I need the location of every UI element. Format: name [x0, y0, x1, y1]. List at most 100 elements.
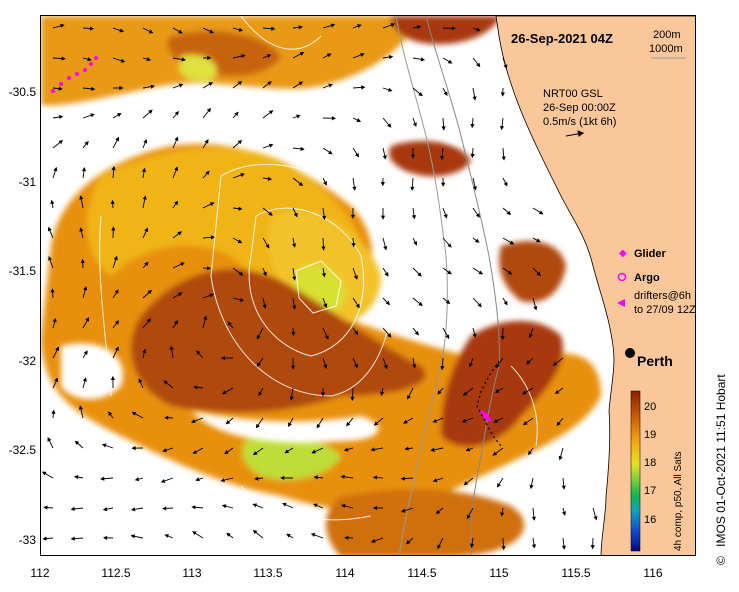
colorbar-gradient	[630, 390, 641, 552]
current-arrow-head	[353, 275, 358, 280]
current-arrow-head	[268, 211, 273, 216]
current-arrow-head	[160, 478, 166, 483]
current-arrow-head	[48, 255, 53, 261]
current-arrow-head	[73, 474, 79, 480]
current-arrow-head	[412, 122, 417, 128]
current-arrow-head	[326, 53, 332, 58]
current-arrow-head	[83, 350, 88, 355]
glider-track	[476, 360, 502, 447]
current-arrow-head	[190, 419, 196, 424]
current-arrow-head	[351, 242, 356, 248]
current-arrow-head	[47, 437, 52, 442]
current-arrow-head	[177, 292, 183, 297]
current-arrow-head	[533, 306, 538, 311]
current-arrow-head	[558, 455, 563, 461]
current-arrow-head	[271, 26, 276, 31]
current-arrow-head	[258, 391, 263, 397]
current-arrow-head	[344, 535, 349, 540]
current-arrow-head	[528, 333, 533, 339]
current-arrow-head	[536, 238, 541, 243]
current-arrow-head	[437, 544, 442, 550]
current-arrow-head	[284, 449, 290, 454]
current-arrow-head	[237, 81, 243, 86]
current-arrow-head	[324, 335, 329, 340]
current-arrow-head	[500, 336, 505, 341]
current-arrow-head	[403, 419, 408, 424]
current-arrow-head	[221, 390, 227, 395]
current-arrow-head	[193, 385, 198, 390]
current-arrow-head	[163, 380, 168, 385]
current-arrow-head	[380, 215, 386, 220]
current-arrow-head	[134, 477, 140, 482]
current-arrow-head	[441, 182, 446, 187]
cloud-gap	[440, 72, 521, 116]
current-arrow-head	[470, 543, 475, 548]
current-arrow-head	[340, 474, 345, 479]
current-arrow-head	[70, 506, 75, 511]
current-arrow-head	[268, 143, 274, 148]
current-arrow-head	[355, 303, 360, 309]
current-arrow-head	[58, 114, 64, 119]
current-arrow-head	[475, 213, 480, 218]
glider-path	[476, 360, 502, 447]
y-tick-label: -33	[18, 533, 36, 547]
current-arrow-head	[411, 215, 417, 220]
y-tick-label: -32.5	[8, 443, 36, 457]
y-tick-label: -31.5	[8, 264, 36, 278]
current-arrow-head	[561, 545, 566, 550]
current-arrow-head	[267, 81, 272, 86]
current-arrow-head	[142, 195, 147, 200]
current-arrow-head	[354, 363, 358, 369]
current-arrow-head	[370, 538, 376, 543]
current-arrow-head	[404, 446, 409, 451]
current-arrow-head	[313, 503, 318, 508]
sst-map-svg: Perth 26-Sep-2021 04Z 200m 1000m NRT00 G…	[41, 16, 695, 555]
current-arrow-head	[282, 502, 287, 507]
current-arrow-head	[354, 330, 359, 336]
current-arrow-head	[262, 304, 267, 309]
current-arrow-head	[500, 92, 505, 97]
sst-patch-warm	[131, 269, 426, 413]
sst-patch-southwest-cold	[242, 432, 341, 480]
current-arrow-head	[445, 299, 451, 305]
current-arrow-head	[180, 262, 185, 267]
current-arrow-head	[328, 150, 333, 155]
current-arrow-head	[256, 362, 261, 368]
current-arrow-head	[195, 477, 200, 482]
current-arrow-head	[256, 334, 261, 340]
legend-argo-label: Argo	[634, 272, 660, 284]
current-arrow-head	[416, 25, 422, 30]
current-arrow-head	[70, 536, 75, 541]
current-arrow-head	[79, 195, 84, 200]
copyright-symbol: ©	[714, 556, 728, 565]
current-arrow-head	[321, 273, 326, 278]
current-arrow-head	[51, 409, 56, 414]
current-arrow-head	[101, 443, 107, 448]
current-arrow-head	[440, 155, 445, 161]
current-arrow-head	[191, 505, 196, 510]
current-arrow-head	[451, 26, 456, 31]
depth-contour-200m	[425, 16, 500, 555]
current-arrow-head	[138, 378, 143, 383]
drifter-point	[59, 82, 63, 86]
current-arrow-head	[432, 418, 438, 423]
current-arrow-head	[417, 272, 422, 277]
x-tick-label: 112	[30, 566, 50, 580]
legend-glider-label: Glider	[634, 248, 667, 260]
current-arrow-head	[254, 476, 259, 481]
current-arrow-head	[298, 25, 303, 30]
current-arrow-head	[526, 360, 531, 365]
current-arrow-head	[300, 146, 305, 151]
ssh-contour	[210, 163, 394, 397]
current-arrow-head	[210, 235, 215, 240]
current-arrow-head	[552, 361, 558, 366]
current-arrow-head	[400, 508, 406, 513]
current-arrow-head	[360, 52, 365, 57]
current-arrow-head	[468, 362, 473, 368]
current-arrow-head	[418, 301, 423, 307]
current-arrow-head	[447, 270, 452, 275]
current-arrow-head	[289, 396, 294, 401]
current-arrow-head	[311, 449, 317, 454]
current-arrow-head	[440, 365, 445, 371]
current-arrow-head	[410, 186, 415, 191]
